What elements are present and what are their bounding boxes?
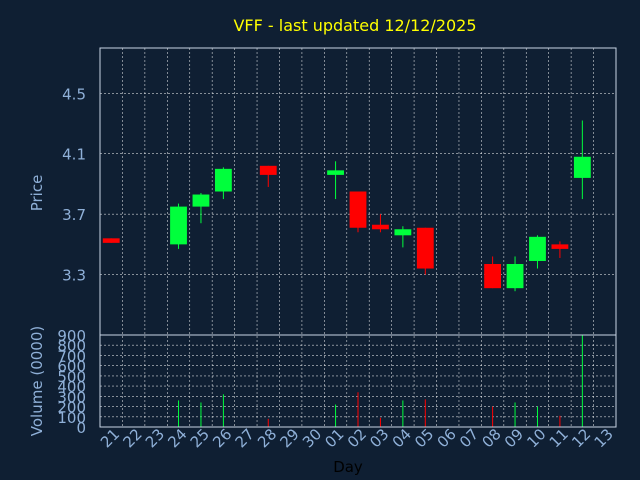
- candle-body: [416, 227, 434, 269]
- candle-body: [506, 264, 524, 289]
- candle-body: [551, 244, 569, 249]
- volume-axis-label: Volume (0000): [28, 326, 46, 436]
- volume-tick-label: 600: [57, 358, 86, 376]
- candle-body: [214, 168, 232, 192]
- volume-tick-label: 500: [57, 368, 86, 386]
- price-tick-label: 4.5: [62, 85, 86, 103]
- price-tick-label: 3.3: [62, 267, 86, 285]
- candle-body: [192, 194, 210, 207]
- candle-body: [529, 236, 546, 261]
- candle-body: [372, 224, 389, 230]
- candle-body: [259, 165, 277, 175]
- volume-tick-label: 300: [57, 388, 86, 406]
- volume-panel-frame: [99, 334, 617, 428]
- volume-tick-label: 400: [57, 378, 86, 396]
- price-axis-label: Price: [28, 175, 46, 212]
- candle-body: [573, 156, 591, 178]
- volume-tick-label: 900: [57, 327, 86, 345]
- price-tick-label: 3.7: [62, 206, 86, 224]
- candle-body: [102, 238, 120, 243]
- x-tick-label: 13: [591, 425, 617, 451]
- candle-body: [327, 170, 344, 175]
- candle-body: [394, 229, 412, 236]
- volume-tick-label: 700: [57, 347, 86, 365]
- candle-body: [349, 191, 367, 228]
- volume-tick-label: 200: [57, 399, 86, 417]
- x-axis-label: Day: [333, 458, 363, 476]
- candle-body: [484, 264, 502, 289]
- chart-title: VFF - last updated 12/12/2025: [233, 16, 476, 35]
- volume-tick-label: 800: [57, 337, 86, 355]
- candle-body: [170, 206, 187, 245]
- volume-tick-label: 0: [76, 419, 86, 437]
- price-tick-label: 4.1: [62, 146, 86, 164]
- volume-tick-label: 100: [57, 409, 86, 427]
